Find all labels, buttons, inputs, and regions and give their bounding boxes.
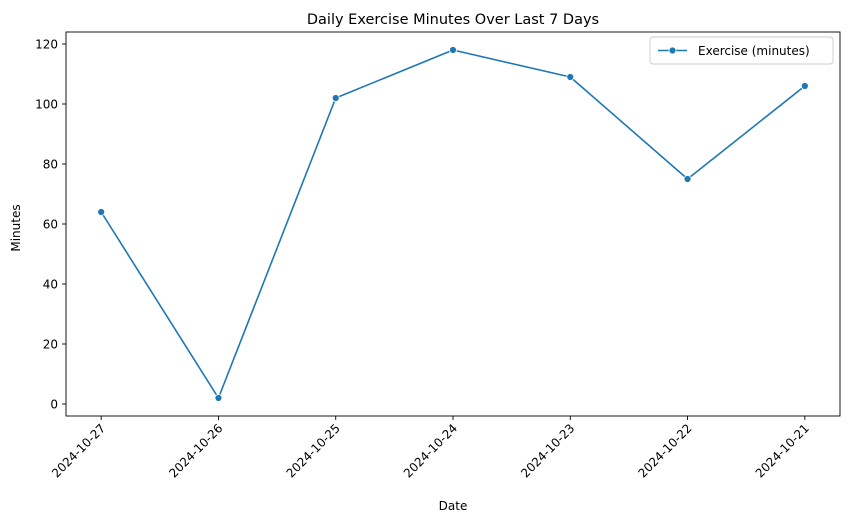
y-tick-label: 20 [43, 338, 58, 352]
data-point [683, 175, 692, 183]
y-tick-label: 60 [43, 218, 58, 232]
data-point [800, 82, 809, 90]
legend-box [649, 36, 834, 65]
x-axis-label: Date [439, 499, 468, 513]
data-point [214, 394, 223, 402]
legend-label: Exercise (minutes) [698, 44, 810, 58]
y-tick-label: 40 [43, 278, 58, 292]
data-point [97, 208, 106, 216]
y-tick-label: 0 [50, 398, 58, 412]
y-tick-label: 120 [35, 38, 58, 52]
chart-title: Daily Exercise Minutes Over Last 7 Days [307, 12, 599, 28]
y-tick-label: 100 [35, 98, 58, 112]
data-point [449, 46, 457, 54]
y-axis-label: Minutes [9, 204, 23, 251]
y-tick-label: 80 [43, 158, 58, 172]
axes-frame [65, 31, 841, 417]
data-point [566, 73, 575, 81]
legend: Exercise (minutes) [649, 36, 834, 65]
data-point [331, 94, 340, 102]
legend-marker-swatch [668, 46, 677, 55]
